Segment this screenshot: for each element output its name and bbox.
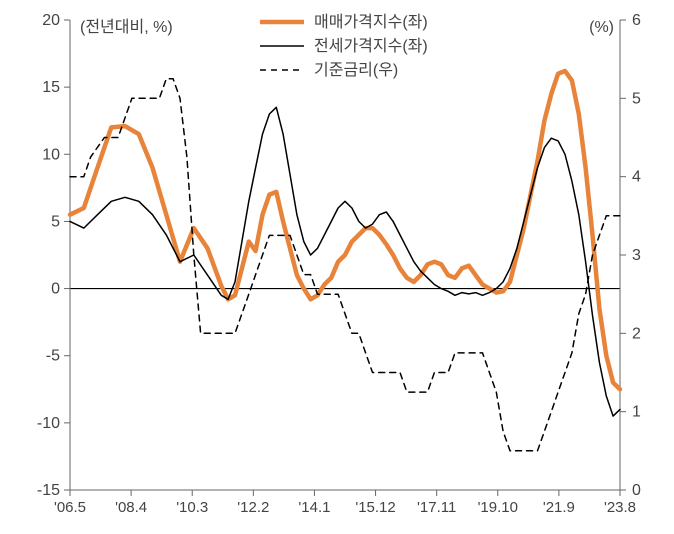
y-left-tick-label: -5 — [46, 348, 60, 365]
x-tick-label: '08.4 — [115, 499, 147, 516]
legend-label: 전세가격지수(좌) — [314, 37, 428, 55]
series-line — [70, 71, 620, 389]
y-left-tick-label: 10 — [42, 146, 60, 163]
y-right-tick-label: 3 — [632, 247, 641, 264]
x-tick-label: '10.3 — [176, 499, 208, 516]
y-left-tick-label: 5 — [51, 213, 60, 230]
x-tick-label: '14.1 — [298, 499, 330, 516]
y-left-tick-label: -15 — [37, 482, 60, 499]
y-left-tick-label: 15 — [42, 79, 60, 96]
y-left-tick-label: -10 — [37, 415, 60, 432]
y-left-tick-label: 0 — [51, 281, 60, 298]
y-right-tick-label: 5 — [632, 90, 641, 107]
y-right-tick-label: 4 — [632, 169, 641, 186]
y-right-tick-label: 0 — [632, 482, 641, 499]
y-right-tick-label: 1 — [632, 404, 641, 421]
legend-label: 기준금리(우) — [314, 61, 398, 79]
y-right-tick-label: 2 — [632, 325, 641, 342]
y-left-axis-label: (전년대비, %) — [80, 18, 173, 36]
series-line — [70, 79, 620, 451]
y-left-tick-label: 20 — [42, 12, 60, 29]
x-tick-label: '15.12 — [355, 499, 395, 516]
x-tick-label: '06.5 — [54, 499, 86, 516]
line-chart: -15 -10 -5 0 5 10 15 20 0 1 2 3 4 5 6 '06.5 '08.4 '10.3 '1… — [0, 0, 674, 529]
y-right-axis-label: (%) — [589, 19, 614, 36]
x-tick-label: '17.11 — [417, 499, 456, 516]
x-tick-label: '21.9 — [543, 499, 575, 516]
x-tick-label: '19.10 — [478, 499, 518, 516]
y-right-tick-label: 6 — [632, 12, 641, 29]
x-tick-label: '12.2 — [237, 499, 269, 516]
legend-label: 매매가격지수(좌) — [314, 13, 428, 31]
x-tick-label: '23.8 — [604, 499, 636, 516]
